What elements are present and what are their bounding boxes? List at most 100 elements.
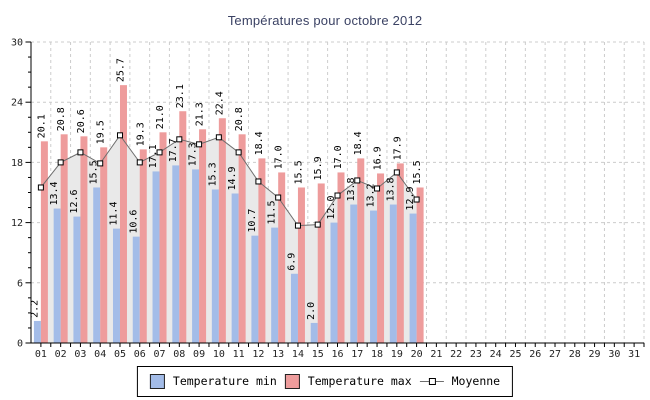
- bar-value-label: 14.9: [227, 166, 238, 190]
- moyenne-marker: [116, 132, 123, 139]
- bar-value-label: 17.7: [168, 138, 179, 162]
- bar-temperature-max: [317, 183, 325, 343]
- x-tick-label: 26: [529, 349, 541, 360]
- x-tick-label: 22: [450, 349, 462, 360]
- plot-area: 2.2 13.4 12.6 15.5 11.4 10.6 17.1 17.7 17.3 15.3 1…: [11, 38, 645, 360]
- bar-temperature-min: [231, 193, 239, 343]
- bar-value-label: 20.1: [36, 114, 47, 138]
- bar-temperature-min: [389, 204, 397, 343]
- x-tick-label: 02: [55, 349, 67, 360]
- bar-temperature-min: [152, 171, 160, 343]
- x-tick-label: 23: [470, 349, 482, 360]
- x-tick-label: 04: [94, 349, 106, 360]
- bar-value-label: 15.3: [207, 162, 218, 186]
- x-tick-label: 21: [430, 349, 442, 360]
- moyenne-marker: [393, 169, 400, 176]
- moyenne-marker: [57, 159, 64, 166]
- bar-value-label: 15.9: [313, 156, 324, 180]
- bar-temperature-max: [139, 149, 147, 343]
- bar-value-label: 20.8: [234, 107, 245, 131]
- bar-temperature-min: [172, 165, 180, 343]
- x-tick-label: 28: [569, 349, 581, 360]
- bar-value-label: 11.5: [267, 201, 278, 225]
- legend-moyenne-label: Moyenne: [451, 374, 501, 388]
- bar-value-label: 23.1: [175, 84, 186, 108]
- bar-value-label: 6.9: [286, 253, 297, 271]
- x-tick-label: 03: [74, 349, 86, 360]
- moyenne-marker: [97, 160, 104, 167]
- bar-value-label: 20.8: [56, 107, 67, 131]
- bar-value-label: 17.9: [392, 136, 403, 160]
- moyenne-marker: [176, 136, 183, 143]
- bar-value-label: 15.5: [293, 160, 304, 184]
- bar-value-label: 13.8: [385, 177, 396, 201]
- bar-temperature-max: [60, 134, 68, 343]
- moyenne-marker: [196, 141, 203, 148]
- bar-temperature-min: [290, 273, 298, 343]
- bar-value-label: 2.0: [306, 302, 317, 320]
- bar-temperature-max: [40, 141, 48, 343]
- x-tick-label: 05: [114, 349, 126, 360]
- moyenne-marker: [156, 149, 163, 156]
- bar-temperature-min: [192, 169, 200, 343]
- bar-temperature-max: [238, 134, 246, 343]
- bar-temperature-max: [258, 158, 266, 343]
- bar-temperature-min: [73, 216, 81, 343]
- bar-temperature-max: [377, 173, 385, 343]
- bar-temperature-max: [357, 158, 365, 343]
- x-tick-label: 31: [628, 349, 640, 360]
- x-tick-label: 10: [213, 349, 225, 360]
- legend-min-label: Temperature min: [172, 374, 277, 388]
- y-tick-label: 12: [11, 218, 23, 229]
- y-tick-label: 0: [17, 339, 23, 350]
- y-tick-label: 24: [11, 98, 23, 109]
- moyenne-marker: [294, 222, 301, 229]
- bar-temperature-min: [251, 235, 259, 343]
- bar-temperature-min: [370, 210, 378, 343]
- moyenne-marker: [235, 149, 242, 156]
- bar-temperature-max: [100, 147, 108, 343]
- bar-temperature-min: [409, 213, 417, 343]
- bar-temperature-max: [218, 118, 226, 344]
- moyenne-marker: [275, 194, 282, 201]
- x-tick-label: 27: [549, 349, 561, 360]
- bar-value-label: 19.5: [96, 120, 107, 144]
- bar-temperature-max: [396, 163, 404, 343]
- x-tick-label: 18: [371, 349, 383, 360]
- x-tick-label: 19: [391, 349, 403, 360]
- x-tick-label: 07: [154, 349, 166, 360]
- bar-temperature-max: [199, 129, 207, 343]
- bar-temperature-min: [33, 320, 41, 343]
- x-tick-label: 25: [509, 349, 521, 360]
- moyenne-line: [40, 134, 418, 227]
- x-tick-label: 11: [233, 349, 245, 360]
- x-tick-label: 12: [252, 349, 264, 360]
- bar-value-label: 11.4: [108, 202, 119, 226]
- x-tick-label: 17: [351, 349, 363, 360]
- chart-title: Températures pour octobre 2012: [227, 13, 423, 28]
- bar-temperature-min: [271, 227, 279, 343]
- bar-temperature-min: [53, 208, 61, 343]
- bar-value-label: 17.0: [333, 145, 344, 169]
- bar-value-label: 13.4: [49, 181, 60, 205]
- bar-value-label: 12.9: [405, 186, 416, 210]
- moyenne-marker: [314, 221, 321, 228]
- bar-temperature-max: [278, 172, 286, 343]
- bar-temperature-max: [119, 85, 127, 343]
- x-tick-label: 29: [589, 349, 601, 360]
- bar-temperature-max: [80, 136, 88, 343]
- bar-temperature-min: [132, 236, 140, 343]
- bar-temperature-max: [416, 187, 424, 343]
- bar-value-label: 10.7: [247, 209, 258, 233]
- y-tick-label: 6: [17, 278, 23, 289]
- legend-moyenne-marker-icon: [419, 375, 444, 388]
- bar-temperature-min: [112, 228, 120, 343]
- legend-min-swatch: [149, 374, 165, 389]
- moyenne-marker: [413, 196, 420, 203]
- legend-max-swatch: [284, 374, 300, 389]
- bar-value-label: 17.3: [188, 142, 199, 166]
- bar-value-label: 16.9: [373, 146, 384, 170]
- moyenne-marker: [37, 184, 44, 191]
- bar-value-label: 12.0: [326, 196, 337, 220]
